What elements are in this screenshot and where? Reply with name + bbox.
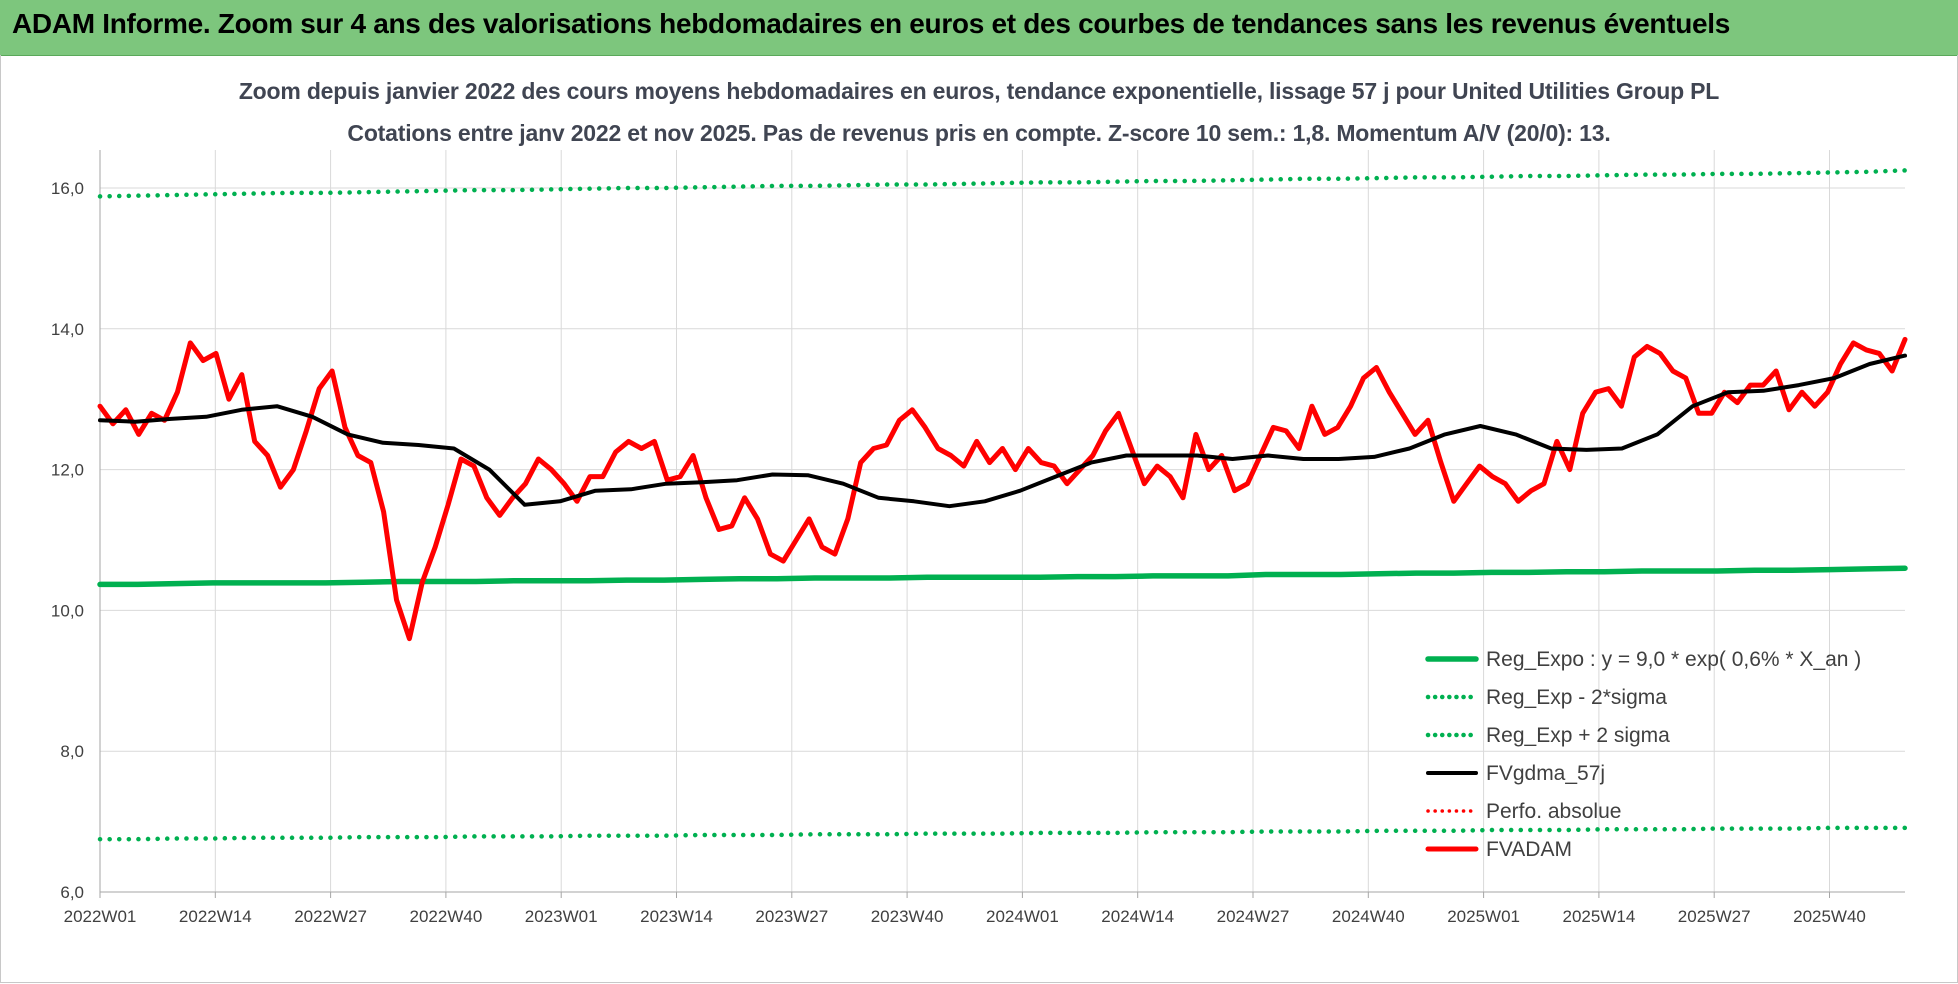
y-tick-label: 8,0: [60, 742, 84, 761]
y-tick-label: 12,0: [51, 461, 84, 480]
x-tick-label: 2022W40: [410, 907, 483, 926]
x-tick-label: 2025W27: [1678, 907, 1751, 926]
y-tick-label: 10,0: [51, 601, 84, 620]
x-tick-label: 2023W14: [640, 907, 713, 926]
y-tick-label: 14,0: [51, 320, 84, 339]
x-tick-label: 2023W27: [755, 907, 828, 926]
chart-legend: Reg_Expo : y = 9,0 * exp( 0,6% * X_an ) R…: [1425, 648, 1861, 861]
x-tick-label: 2022W01: [64, 907, 137, 926]
x-tick-label: 2024W40: [1332, 907, 1405, 926]
x-tick-label: 2022W27: [294, 907, 367, 926]
x-tick-label: 2023W40: [871, 907, 944, 926]
y-tick-label: 6,0: [60, 883, 84, 902]
legend-label: FVgdma_57j: [1486, 762, 1605, 785]
x-tick-label: 2024W14: [1101, 907, 1174, 926]
series-line: [97, 336, 1908, 642]
gridlines: [100, 150, 1905, 892]
y-tick-label: 16,0: [51, 179, 84, 198]
series-line: [97, 565, 1908, 588]
chart-title: Zoom depuis janvier 2022 des cours moyen…: [238, 78, 1720, 104]
report-title: ADAM Informe. Zoom sur 4 ans des valoris…: [12, 8, 1731, 39]
x-tick-label: 2023W01: [525, 907, 598, 926]
x-tick-label: 2022W14: [179, 907, 252, 926]
x-tick-label: 2025W01: [1447, 907, 1520, 926]
legend-label: Reg_Expo : y = 9,0 * exp( 0,6% * X_an ): [1486, 648, 1861, 671]
report-banner: ADAM Informe. Zoom sur 4 ans des valoris…: [0, 0, 1958, 56]
axes: 2022W01 2022W14 2022W27 2022W40 2023W01 2023W…: [51, 150, 1905, 926]
x-tick-label: 2025W14: [1563, 907, 1636, 926]
series-line: [98, 353, 1907, 509]
legend-label: Perfo. absolue: [1486, 800, 1621, 823]
x-tick-label: 2024W27: [1217, 907, 1290, 926]
chart-subtitle: Cotations entre janv 2022 et nov 2025. P…: [347, 120, 1611, 146]
series-lines: [97, 168, 1908, 842]
x-tick-label: 2025W40: [1793, 907, 1866, 926]
legend-label: Reg_Exp + 2 sigma: [1486, 724, 1670, 747]
legend-label: Reg_Exp - 2*sigma: [1486, 686, 1667, 709]
x-tick-label: 2024W01: [986, 907, 1059, 926]
legend-label: FVADAM: [1486, 838, 1572, 861]
series-line: [97, 825, 1908, 842]
series-line: [97, 168, 1908, 199]
